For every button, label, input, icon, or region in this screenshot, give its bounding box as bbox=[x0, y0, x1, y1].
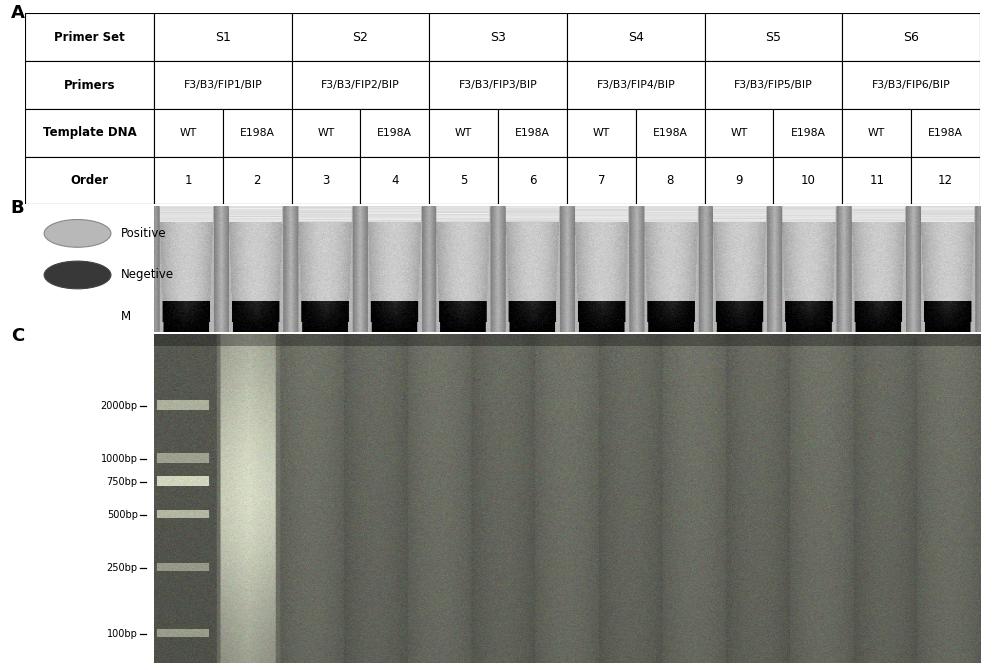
Bar bbox=[911, 157, 980, 204]
Text: S2: S2 bbox=[353, 31, 368, 44]
Text: 500bp: 500bp bbox=[107, 510, 138, 520]
Bar bbox=[911, 109, 980, 157]
Text: Positive: Positive bbox=[120, 227, 166, 240]
Text: F3/B3/FIP2/BIP: F3/B3/FIP2/BIP bbox=[321, 80, 400, 90]
Text: E198A: E198A bbox=[790, 128, 825, 138]
Text: A: A bbox=[11, 4, 25, 22]
Bar bbox=[429, 157, 498, 204]
Bar bbox=[154, 157, 223, 204]
Bar bbox=[705, 157, 773, 204]
Bar bbox=[292, 157, 360, 204]
Text: Primer Set: Primer Set bbox=[54, 31, 125, 44]
Text: F3/B3/FIP4/BIP: F3/B3/FIP4/BIP bbox=[596, 80, 675, 90]
Text: 250bp: 250bp bbox=[107, 563, 138, 573]
Text: 12: 12 bbox=[938, 174, 953, 187]
Text: 750bp: 750bp bbox=[107, 477, 138, 487]
Text: C: C bbox=[11, 327, 24, 345]
Bar bbox=[292, 61, 429, 109]
Bar bbox=[25, 206, 154, 332]
Bar bbox=[567, 109, 636, 157]
Bar bbox=[636, 109, 705, 157]
Text: F3/B3/FIP1/BIP: F3/B3/FIP1/BIP bbox=[183, 80, 262, 90]
Text: 2: 2 bbox=[253, 174, 261, 187]
Bar bbox=[154, 61, 292, 109]
Bar bbox=[154, 13, 292, 61]
Bar bbox=[360, 109, 429, 157]
Text: F3/B3/FIP6/BIP: F3/B3/FIP6/BIP bbox=[872, 80, 951, 90]
Bar bbox=[223, 109, 292, 157]
Text: S3: S3 bbox=[490, 31, 506, 44]
Text: 9: 9 bbox=[735, 174, 743, 187]
Bar bbox=[25, 61, 154, 109]
Text: E198A: E198A bbox=[240, 128, 275, 138]
Bar bbox=[567, 157, 636, 204]
Text: Template DNA: Template DNA bbox=[43, 126, 136, 139]
Text: 8: 8 bbox=[667, 174, 674, 187]
Text: 5: 5 bbox=[460, 174, 467, 187]
Bar bbox=[567, 61, 705, 109]
Text: WT: WT bbox=[455, 128, 472, 138]
Text: 11: 11 bbox=[869, 174, 884, 187]
Text: E198A: E198A bbox=[377, 128, 412, 138]
Text: E198A: E198A bbox=[653, 128, 688, 138]
Text: WT: WT bbox=[180, 128, 197, 138]
Bar bbox=[773, 157, 842, 204]
Text: E198A: E198A bbox=[928, 128, 963, 138]
Bar bbox=[842, 61, 980, 109]
Text: WT: WT bbox=[730, 128, 748, 138]
Ellipse shape bbox=[44, 220, 111, 247]
Bar bbox=[25, 334, 154, 663]
Text: Order: Order bbox=[70, 174, 109, 187]
Text: F3/B3/FIP5/BIP: F3/B3/FIP5/BIP bbox=[734, 80, 813, 90]
Bar bbox=[705, 109, 773, 157]
Bar bbox=[25, 109, 154, 157]
Text: F3/B3/FIP3/BIP: F3/B3/FIP3/BIP bbox=[459, 80, 537, 90]
Text: Primers: Primers bbox=[64, 78, 115, 92]
Bar bbox=[429, 61, 567, 109]
Bar bbox=[292, 109, 360, 157]
Bar bbox=[25, 13, 154, 61]
Bar bbox=[429, 13, 567, 61]
Bar bbox=[636, 157, 705, 204]
Text: S1: S1 bbox=[215, 31, 231, 44]
Text: WT: WT bbox=[593, 128, 610, 138]
Bar bbox=[154, 109, 223, 157]
Text: 2000bp: 2000bp bbox=[101, 401, 138, 411]
Text: B: B bbox=[11, 200, 24, 217]
Text: 4: 4 bbox=[391, 174, 399, 187]
Bar bbox=[498, 109, 567, 157]
Text: S4: S4 bbox=[628, 31, 644, 44]
Text: WT: WT bbox=[317, 128, 335, 138]
Text: 1000bp: 1000bp bbox=[101, 454, 138, 464]
Bar bbox=[429, 109, 498, 157]
Text: S6: S6 bbox=[903, 31, 919, 44]
Text: M: M bbox=[120, 310, 131, 323]
Text: 1: 1 bbox=[185, 174, 192, 187]
Text: 7: 7 bbox=[598, 174, 605, 187]
Bar bbox=[498, 157, 567, 204]
Text: 6: 6 bbox=[529, 174, 536, 187]
Bar bbox=[842, 157, 911, 204]
Text: 100bp: 100bp bbox=[107, 628, 138, 639]
Ellipse shape bbox=[44, 261, 111, 289]
Bar bbox=[223, 157, 292, 204]
Bar bbox=[567, 13, 705, 61]
Bar bbox=[842, 109, 911, 157]
Text: E198A: E198A bbox=[515, 128, 550, 138]
Bar bbox=[360, 157, 429, 204]
Bar bbox=[773, 109, 842, 157]
Bar bbox=[705, 13, 842, 61]
Bar bbox=[705, 61, 842, 109]
Text: 3: 3 bbox=[322, 174, 330, 187]
Text: Negetive: Negetive bbox=[120, 269, 174, 281]
Text: 10: 10 bbox=[800, 174, 815, 187]
Bar bbox=[292, 13, 429, 61]
Text: WT: WT bbox=[868, 128, 885, 138]
Text: S5: S5 bbox=[765, 31, 781, 44]
Bar bbox=[842, 13, 980, 61]
Bar bbox=[25, 157, 154, 204]
